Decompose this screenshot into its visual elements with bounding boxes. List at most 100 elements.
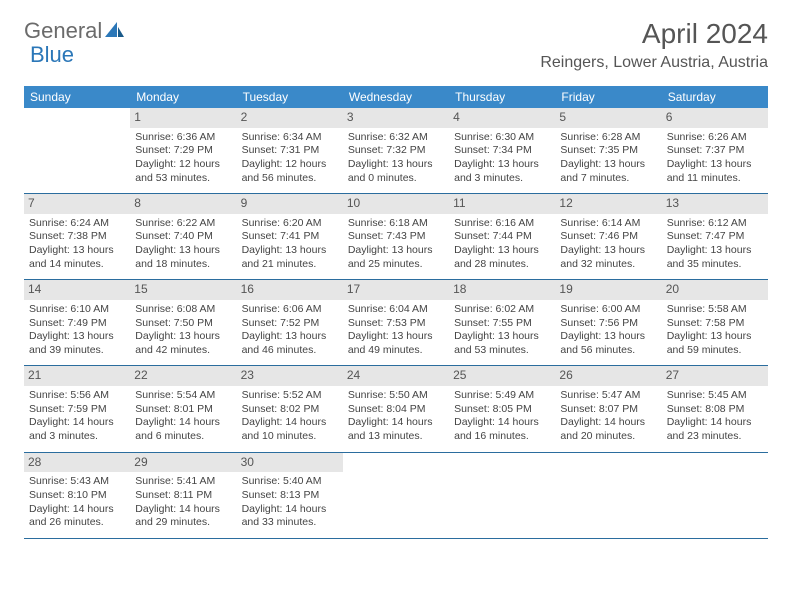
day-cell [24,108,130,194]
title-block: April 2024 Reingers, Lower Austria, Aust… [540,18,768,72]
day-cell: 25Sunrise: 5:49 AMSunset: 8:05 PMDayligh… [449,366,555,452]
day-number: 10 [343,194,449,214]
sunset-text: Sunset: 7:44 PM [454,230,550,244]
sunrise-text: Sunrise: 5:52 AM [242,389,338,403]
day-number: 6 [662,108,768,128]
day-number: 12 [555,194,661,214]
header-row: Sunday Monday Tuesday Wednesday Thursday… [24,86,768,108]
sunrise-text: Sunrise: 6:08 AM [135,303,231,317]
daylight-text: Daylight: 13 hours and 7 minutes. [560,158,656,185]
day-cell: 3Sunrise: 6:32 AMSunset: 7:32 PMDaylight… [343,108,449,194]
col-tuesday: Tuesday [237,86,343,108]
day-cell: 20Sunrise: 5:58 AMSunset: 7:58 PMDayligh… [662,280,768,366]
logo: General [24,18,126,44]
daylight-text: Daylight: 13 hours and 21 minutes. [242,244,338,271]
day-number: 30 [237,453,343,473]
day-cell: 6Sunrise: 6:26 AMSunset: 7:37 PMDaylight… [662,108,768,194]
sunset-text: Sunset: 8:04 PM [348,403,444,417]
sunset-text: Sunset: 7:32 PM [348,144,444,158]
sunset-text: Sunset: 7:55 PM [454,317,550,331]
sunrise-text: Sunrise: 6:04 AM [348,303,444,317]
day-number: 22 [130,366,236,386]
sunrise-text: Sunrise: 5:40 AM [242,475,338,489]
sunrise-text: Sunrise: 6:12 AM [667,217,763,231]
day-number: 4 [449,108,555,128]
sunrise-text: Sunrise: 5:54 AM [135,389,231,403]
daylight-text: Daylight: 13 hours and 56 minutes. [560,330,656,357]
col-wednesday: Wednesday [343,86,449,108]
col-thursday: Thursday [449,86,555,108]
sunset-text: Sunset: 7:41 PM [242,230,338,244]
day-cell: 9Sunrise: 6:20 AMSunset: 7:41 PMDaylight… [237,194,343,280]
day-number: 20 [662,280,768,300]
daylight-text: Daylight: 13 hours and 49 minutes. [348,330,444,357]
day-number: 5 [555,108,661,128]
day-cell: 19Sunrise: 6:00 AMSunset: 7:56 PMDayligh… [555,280,661,366]
day-number: 28 [24,453,130,473]
week-row: 1 Sunrise: 6:36 AMSunset: 7:29 PM Daylight… [24,108,768,194]
sunrise-text: Sunrise: 5:41 AM [135,475,231,489]
day-cell: 12Sunrise: 6:14 AMSunset: 7:46 PMDayligh… [555,194,661,280]
logo-word2: Blue [30,42,74,68]
day-cell [343,452,449,538]
day-number: 7 [24,194,130,214]
daylight-text: Daylight: 14 hours and 26 minutes. [29,503,125,530]
sunrise-text: Sunrise: 6:16 AM [454,217,550,231]
col-friday: Friday [555,86,661,108]
daylight-text: Daylight: 13 hours and 32 minutes. [560,244,656,271]
day-number: 3 [343,108,449,128]
calendar-table: Sunday Monday Tuesday Wednesday Thursday… [24,86,768,539]
daylight-text: Daylight: 13 hours and 28 minutes. [454,244,550,271]
day-number: 21 [24,366,130,386]
sunset-text: Sunset: 7:29 PM [135,144,231,158]
sunset-text: Sunset: 8:08 PM [667,403,763,417]
sunset-text: Sunset: 7:56 PM [560,317,656,331]
logo-sail-icon [104,21,126,41]
sunset-text: Sunset: 7:31 PM [242,144,338,158]
daylight-text: Daylight: 13 hours and 46 minutes. [242,330,338,357]
sunset-text: Sunset: 7:35 PM [560,144,656,158]
week-row: 28Sunrise: 5:43 AMSunset: 8:10 PMDayligh… [24,452,768,538]
sunset-text: Sunset: 8:11 PM [135,489,231,503]
daylight-text: Daylight: 14 hours and 3 minutes. [29,416,125,443]
day-number: 26 [555,366,661,386]
sunrise-text: Sunrise: 6:06 AM [242,303,338,317]
sunrise-text: Sunrise: 6:32 AM [348,131,444,145]
daylight-text: Daylight: 13 hours and 25 minutes. [348,244,444,271]
sunset-text: Sunset: 7:47 PM [667,230,763,244]
sunrise-text: Sunrise: 5:58 AM [667,303,763,317]
day-cell: 13Sunrise: 6:12 AMSunset: 7:47 PMDayligh… [662,194,768,280]
day-cell: 15Sunrise: 6:08 AMSunset: 7:50 PMDayligh… [130,280,236,366]
day-number: 19 [555,280,661,300]
day-cell: 1Sunrise: 6:36 AMSunset: 7:29 PMDaylight… [130,108,236,194]
day-cell: 26Sunrise: 5:47 AMSunset: 8:07 PMDayligh… [555,366,661,452]
daylight-text: Daylight: 14 hours and 20 minutes. [560,416,656,443]
daylight-text: Daylight: 14 hours and 10 minutes. [242,416,338,443]
sunset-text: Sunset: 7:46 PM [560,230,656,244]
logo-word1: General [24,18,102,44]
daylight-text: Daylight: 13 hours and 53 minutes. [454,330,550,357]
daylight-text: Daylight: 14 hours and 33 minutes. [242,503,338,530]
sunrise-text: Sunrise: 6:34 AM [242,131,338,145]
daylight-text: Daylight: 14 hours and 16 minutes. [454,416,550,443]
daylight-text: Daylight: 13 hours and 3 minutes. [454,158,550,185]
day-cell: 11 Sunrise: 6:16 AMSunset: 7:44 PMDayligh… [449,194,555,280]
daylight-text: Daylight: 14 hours and 13 minutes. [348,416,444,443]
sunset-text: Sunset: 7:53 PM [348,317,444,331]
sunset-text: Sunset: 7:43 PM [348,230,444,244]
day-cell: 17Sunrise: 6:04 AMSunset: 7:53 PMDayligh… [343,280,449,366]
day-number: 11 [449,194,555,214]
sunset-text: Sunset: 7:38 PM [29,230,125,244]
sunrise-text: Sunrise: 5:50 AM [348,389,444,403]
sunrise-text: Sunrise: 6:24 AM [29,217,125,231]
day-number: 23 [237,366,343,386]
sunrise-text: Sunrise: 6:36 AM [135,131,231,145]
daylight-text: Daylight: 13 hours and 42 minutes. [135,330,231,357]
day-number: 16 [237,280,343,300]
sunset-text: Sunset: 7:40 PM [135,230,231,244]
sunset-text: Sunset: 8:10 PM [29,489,125,503]
day-number: 2 [237,108,343,128]
location: Reingers, Lower Austria, Austria [540,54,768,72]
day-number: 1 [130,108,236,128]
sunset-text: Sunset: 7:37 PM [667,144,763,158]
